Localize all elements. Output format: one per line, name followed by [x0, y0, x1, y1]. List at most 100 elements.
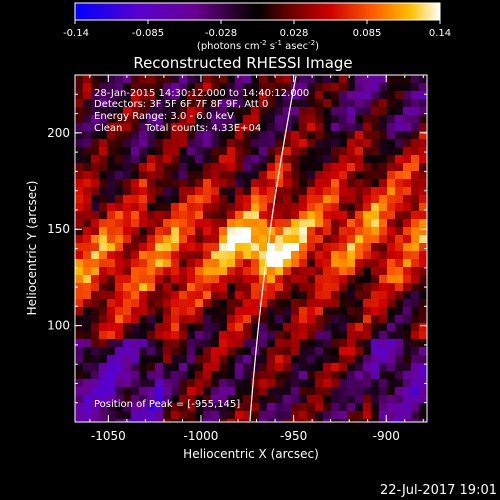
image-pixel: [107, 235, 115, 243]
image-pixel: [75, 75, 83, 83]
image-pixel: [83, 235, 91, 243]
image-pixel: [115, 179, 123, 187]
image-pixel: [411, 115, 419, 123]
image-pixel: [275, 299, 283, 307]
image-pixel: [131, 147, 139, 155]
image-pixel: [395, 387, 403, 395]
image-pixel: [275, 187, 283, 195]
image-pixel: [227, 75, 235, 83]
image-pixel: [99, 147, 107, 155]
image-pixel: [307, 315, 315, 323]
image-pixel: [187, 211, 195, 219]
image-pixel: [171, 115, 179, 123]
image-pixel: [419, 179, 427, 187]
image-pixel: [339, 251, 347, 259]
image-pixel: [403, 219, 411, 227]
image-pixel: [339, 227, 347, 235]
image-pixel: [75, 355, 83, 363]
image-pixel: [371, 243, 379, 251]
image-pixel: [163, 323, 171, 331]
image-pixel: [291, 315, 299, 323]
image-pixel: [115, 379, 123, 387]
image-pixel: [323, 307, 331, 315]
image-pixel: [139, 275, 147, 283]
image-pixel: [363, 331, 371, 339]
image-pixel: [411, 163, 419, 171]
image-pixel: [243, 171, 251, 179]
image-pixel: [379, 387, 387, 395]
image-pixel: [227, 195, 235, 203]
image-pixel: [259, 107, 267, 115]
image-pixel: [147, 107, 155, 115]
image-pixel: [123, 115, 131, 123]
image-pixel: [379, 179, 387, 187]
image-pixel: [403, 83, 411, 91]
image-pixel: [323, 403, 331, 411]
image-pixel: [291, 171, 299, 179]
image-pixel: [411, 203, 419, 211]
image-pixel: [395, 195, 403, 203]
image-pixel: [259, 267, 267, 275]
image-pixel: [163, 179, 171, 187]
image-pixel: [115, 235, 123, 243]
image-pixel: [315, 419, 323, 422]
image-pixel: [203, 347, 211, 355]
image-pixel: [387, 147, 395, 155]
image-pixel: [331, 243, 339, 251]
image-pixel: [107, 395, 115, 403]
image-pixel: [131, 131, 139, 139]
image-pixel: [211, 379, 219, 387]
image-pixel: [83, 315, 91, 323]
image-pixel: [307, 403, 315, 411]
image-pixel: [299, 131, 307, 139]
image-pixel: [371, 275, 379, 283]
image-pixel: [323, 75, 331, 83]
image-pixel: [203, 243, 211, 251]
image-pixel: [139, 331, 147, 339]
image-pixel: [115, 123, 123, 131]
image-pixel: [179, 123, 187, 131]
image-pixel: [387, 83, 395, 91]
image-pixel: [107, 163, 115, 171]
image-pixel: [211, 307, 219, 315]
image-pixel: [323, 283, 331, 291]
image-pixel: [75, 379, 83, 387]
image-pixel: [123, 139, 131, 147]
image-pixel: [315, 299, 323, 307]
image-pixel: [299, 75, 307, 83]
image-pixel: [99, 251, 107, 259]
image-pixel: [75, 107, 83, 115]
image-pixel: [115, 387, 123, 395]
image-pixel: [387, 275, 395, 283]
image-pixel: [379, 91, 387, 99]
image-pixel: [227, 139, 235, 147]
image-pixel: [347, 403, 355, 411]
image-pixel: [331, 91, 339, 99]
image-pixel: [403, 115, 411, 123]
image-pixel: [123, 291, 131, 299]
image-pixel: [275, 219, 283, 227]
image-pixel: [187, 187, 195, 195]
image-pixel: [211, 411, 219, 419]
image-pixel: [83, 147, 91, 155]
image-pixel: [371, 115, 379, 123]
image-pixel: [219, 275, 227, 283]
image-pixel: [315, 323, 323, 331]
image-pixel: [275, 163, 283, 171]
image-pixel: [155, 363, 163, 371]
image-pixel: [387, 107, 395, 115]
image-pixel: [275, 243, 283, 251]
image-pixel: [331, 251, 339, 259]
image-pixel: [91, 339, 99, 347]
image-pixel: [363, 291, 371, 299]
image-pixel: [107, 339, 115, 347]
image-pixel: [307, 179, 315, 187]
image-pixel: [355, 139, 363, 147]
image-pixel: [363, 139, 371, 147]
image-pixel: [251, 387, 259, 395]
image-pixel: [323, 219, 331, 227]
image-pixel: [235, 267, 243, 275]
image-pixel: [107, 147, 115, 155]
image-pixel: [195, 323, 203, 331]
image-pixel: [139, 267, 147, 275]
